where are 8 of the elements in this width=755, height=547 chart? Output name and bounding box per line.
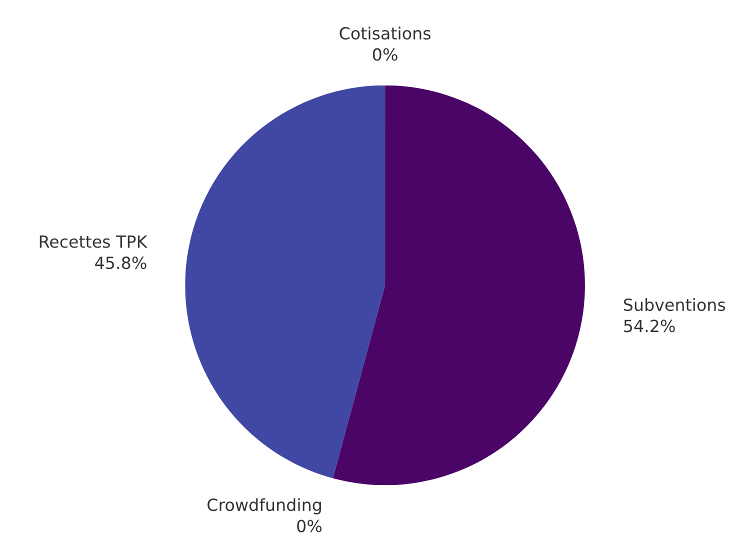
- category-label: Cotisations: [340, 26, 430, 40]
- slice-label: Subventions: [624, 298, 726, 312]
- text: 0%: [297, 520, 322, 532]
- data-label: 54.2%: [624, 320, 675, 332]
- category-label: Crowdfunding: [208, 498, 321, 514]
- text: 0%: [372, 48, 398, 61]
- data-label: 45.8%: [95, 256, 146, 270]
- slice-label: Recettes TPK: [40, 236, 148, 248]
